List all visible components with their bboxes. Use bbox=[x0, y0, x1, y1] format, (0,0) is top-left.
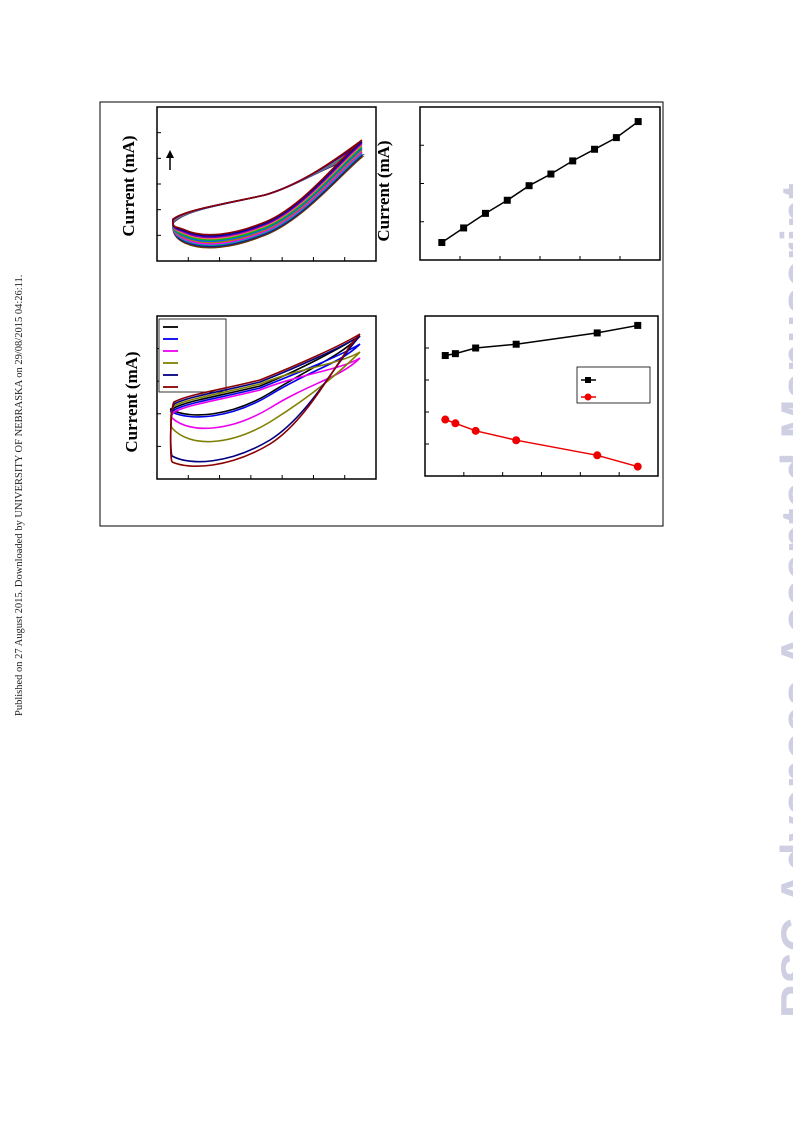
data-point bbox=[612, 134, 620, 142]
panel-a-ylabel: Current (mA) bbox=[119, 135, 138, 236]
data-point bbox=[593, 329, 601, 337]
cv-loop bbox=[172, 139, 363, 236]
data-point bbox=[441, 415, 450, 424]
scan-rate-arrow bbox=[166, 150, 174, 170]
figure-frame bbox=[99, 101, 664, 527]
panel-c-cv-curves bbox=[169, 333, 361, 467]
data-point bbox=[503, 196, 511, 204]
data-point bbox=[633, 462, 642, 471]
axis-ticks bbox=[156, 106, 661, 480]
cv-curve bbox=[169, 335, 361, 463]
data-point bbox=[525, 182, 533, 190]
data-point bbox=[634, 118, 642, 126]
data-point bbox=[569, 157, 577, 165]
panel-c-legend bbox=[158, 318, 227, 393]
panel-d-legend bbox=[576, 366, 651, 404]
panel-b-line bbox=[441, 120, 639, 244]
data-point bbox=[512, 436, 521, 445]
data-point bbox=[472, 344, 480, 352]
data-point bbox=[593, 451, 602, 460]
data-point bbox=[438, 239, 446, 247]
cv-curve bbox=[169, 333, 361, 467]
data-point bbox=[481, 209, 489, 217]
panel-b-ylabel: Current (mA) bbox=[374, 140, 393, 241]
data-point bbox=[591, 145, 599, 153]
data-point bbox=[460, 224, 468, 232]
data-point bbox=[451, 350, 459, 358]
data-point bbox=[634, 321, 642, 329]
data-point bbox=[547, 170, 555, 178]
panel-b-plot bbox=[438, 118, 642, 247]
data-point bbox=[451, 419, 460, 428]
data-point bbox=[441, 352, 449, 360]
data-point bbox=[471, 426, 480, 435]
panel-c-frame bbox=[156, 315, 377, 480]
data-point bbox=[512, 340, 520, 348]
panel-a-cv-curves bbox=[172, 139, 365, 249]
panel-d-plot bbox=[441, 321, 642, 471]
cv-curve bbox=[169, 351, 361, 443]
panel-c-ylabel: Current (mA) bbox=[122, 351, 141, 452]
cv-curve bbox=[169, 343, 361, 418]
